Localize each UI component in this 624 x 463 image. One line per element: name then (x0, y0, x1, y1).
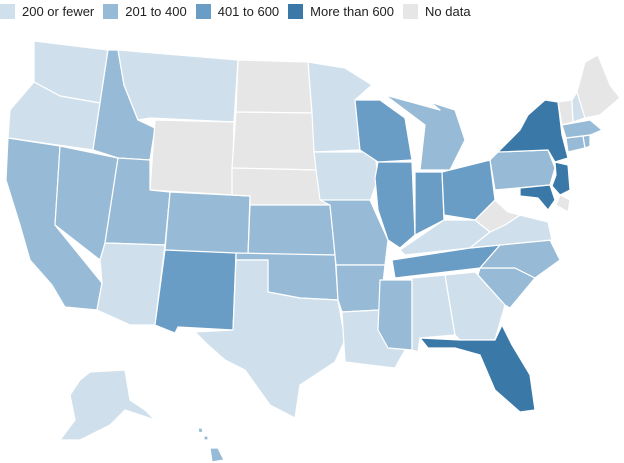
state-ct[interactable] (565, 135, 586, 153)
state-md[interactable] (519, 184, 556, 211)
state-il[interactable] (374, 161, 416, 249)
state-wi[interactable] (354, 99, 413, 163)
legend-label: More than 600 (310, 3, 395, 19)
legend-swatch (103, 3, 119, 19)
legend-item-no-data: No data (403, 3, 471, 19)
state-co[interactable] (164, 191, 251, 256)
state-hi[interactable] (197, 427, 225, 463)
state-pa[interactable] (489, 149, 556, 191)
legend-label: 201 to 400 (125, 3, 187, 19)
state-wy[interactable] (149, 119, 235, 196)
state-ks[interactable] (247, 204, 336, 256)
legend-label: No data (425, 3, 471, 19)
legend-swatch (403, 3, 419, 19)
state-nm[interactable] (154, 249, 237, 334)
state-ar[interactable] (335, 264, 386, 313)
state-me[interactable] (576, 54, 621, 119)
state-sd[interactable] (231, 111, 317, 171)
legend-label: 401 to 600 (217, 3, 280, 19)
state-ms[interactable] (377, 279, 413, 351)
legend-item-201-to-400: 201 to 400 (103, 3, 187, 19)
legend-item-401-to-600: 401 to 600 (195, 3, 280, 19)
state-az[interactable] (96, 242, 166, 326)
legend-swatch (195, 3, 211, 19)
state-de[interactable] (555, 194, 571, 213)
state-ny[interactable] (497, 99, 569, 163)
state-tx[interactable] (194, 259, 346, 419)
state-nd[interactable] (235, 59, 313, 114)
legend-swatch (0, 3, 15, 19)
legend-label: 200 or fewer (22, 3, 95, 19)
map-legend: 200 or fewer 201 to 400 401 to 600 More … (0, 0, 480, 22)
legend-item-200-or-fewer: 200 or fewer (0, 3, 95, 19)
legend-swatch (288, 3, 304, 19)
state-mi[interactable] (384, 94, 466, 171)
state-mt[interactable] (117, 49, 239, 123)
state-wv[interactable] (474, 199, 521, 233)
state-ak[interactable] (59, 369, 156, 441)
state-ia[interactable] (313, 151, 379, 203)
state-fl[interactable] (419, 324, 536, 413)
legend-item-more-than-600: More than 600 (288, 3, 395, 19)
state-ma[interactable] (561, 119, 603, 139)
